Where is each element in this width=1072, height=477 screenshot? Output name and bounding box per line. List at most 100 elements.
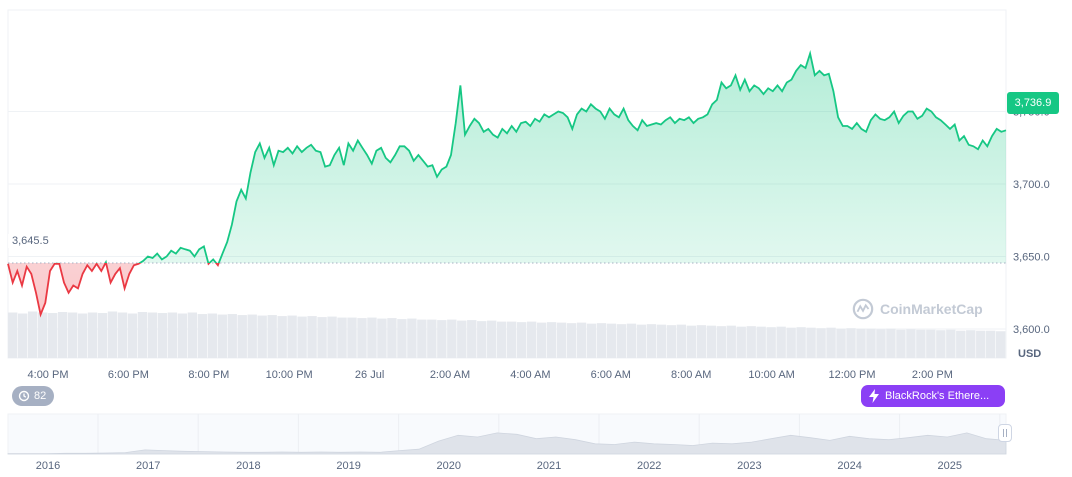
year-tick-label: 2022	[637, 460, 661, 472]
volume-bar	[806, 327, 816, 358]
volume-bar	[696, 325, 706, 358]
volume-bar	[756, 326, 766, 358]
y-axis-ticks: 3,750.03,700.03,650.03,600.0	[1013, 107, 1050, 337]
volume-bar	[796, 327, 806, 358]
watermark: CoinMarketCap	[852, 298, 983, 320]
volume-bar	[786, 327, 796, 358]
volume-bar	[826, 327, 836, 358]
volume-bar	[427, 319, 437, 358]
volume-bar	[157, 313, 168, 358]
events-count: 82	[34, 390, 47, 402]
volume-bar	[137, 312, 148, 358]
range-slider-handle[interactable]	[998, 424, 1012, 442]
year-tick-label: 2020	[437, 460, 461, 472]
volume-bar	[447, 319, 457, 358]
volume-bar	[397, 319, 407, 358]
volume-bar	[516, 322, 527, 358]
volume-bar	[986, 330, 996, 358]
volume-bar	[207, 313, 217, 358]
volume-bar	[197, 314, 207, 358]
year-tick-label: 2025	[938, 460, 962, 472]
volume-bar	[187, 312, 198, 358]
volume-bar	[227, 314, 237, 358]
volume-bar	[676, 324, 687, 358]
coinmarketcap-logo-icon	[852, 298, 874, 320]
x-tick-label: 10:00 AM	[748, 369, 794, 381]
volume-bar	[477, 321, 487, 358]
volume-bar	[37, 312, 48, 358]
volume-bar	[926, 329, 936, 358]
year-tick-label: 2019	[336, 460, 360, 472]
price-line	[7, 50, 1007, 318]
volume-bar	[716, 326, 726, 358]
volume-bar	[706, 325, 716, 358]
volume-bar	[576, 322, 587, 358]
volume-bar	[87, 312, 98, 358]
currency-label: USD	[1018, 348, 1042, 360]
history-icon	[18, 390, 30, 402]
volume-bar	[507, 321, 517, 358]
price-area	[8, 53, 1006, 315]
range-area	[7, 432, 1007, 455]
year-tick-label: 2024	[837, 460, 861, 472]
volume-bar	[596, 323, 607, 358]
y-tick-label: 3,650.0	[1013, 252, 1050, 264]
current-price-badge: 3,736.9	[1007, 92, 1059, 114]
volume-bar	[536, 322, 547, 358]
y-tick-label: 3,600.0	[1013, 324, 1050, 336]
volume-bar	[966, 330, 976, 358]
volume-bar	[646, 324, 657, 358]
volume-bar	[117, 312, 128, 358]
volume-bar	[77, 313, 88, 358]
volume-bar	[886, 328, 896, 358]
volume-bar	[836, 328, 846, 358]
volume-bar	[686, 325, 697, 358]
volume-bar	[267, 315, 277, 358]
volume-bar	[27, 311, 38, 358]
volume-bar	[856, 328, 866, 358]
year-tick-label: 2016	[36, 460, 60, 472]
volume-bar	[8, 312, 18, 358]
x-tick-label: 4:00 AM	[510, 369, 550, 381]
volume-bar	[417, 319, 427, 358]
price-area-down	[8, 263, 219, 315]
x-tick-label: 4:00 PM	[28, 369, 69, 381]
open-price-label: 3,645.5	[8, 234, 53, 248]
news-event-button[interactable]: BlackRock's Ethere...	[861, 385, 1005, 407]
volume-bar	[866, 328, 876, 358]
events-history-button[interactable]: 82	[12, 386, 55, 406]
volume-bar	[167, 312, 178, 358]
volume-bar	[247, 314, 257, 358]
year-tick-label: 2017	[136, 460, 160, 472]
volume-bar	[177, 313, 188, 358]
volume-bar	[287, 315, 297, 358]
volume-bar	[367, 317, 377, 358]
volume-bar	[357, 318, 367, 358]
watermark-text: CoinMarketCap	[880, 301, 983, 317]
volume-bar	[906, 329, 916, 358]
year-tick-label: 2018	[236, 460, 260, 472]
volume-bar	[586, 323, 597, 358]
volume-bar	[976, 330, 986, 358]
volume-bar	[636, 324, 647, 358]
range-overview-chart[interactable]: 2016 2017 2018 2019 2020 2021 2022 2023 2024 2025	[7, 413, 1007, 472]
volume-bar	[307, 316, 317, 358]
volume-bar	[616, 324, 627, 358]
volume-bar	[746, 326, 756, 358]
x-tick-label: 8:00 AM	[671, 369, 711, 381]
volume-bar	[457, 320, 467, 358]
volume-bar	[297, 316, 307, 358]
x-tick-label: 6:00 PM	[108, 369, 149, 381]
volume-bar	[127, 313, 138, 358]
volume-bar	[946, 329, 956, 358]
y-tick-label: 3,700.0	[1013, 179, 1050, 191]
volume-bar	[726, 325, 736, 358]
volume-bar	[876, 329, 886, 358]
volume-bar	[956, 330, 966, 358]
x-tick-label: 26 Jul	[355, 369, 384, 381]
volume-bar	[916, 329, 926, 358]
volume-bar	[936, 330, 946, 358]
volume-bar	[846, 328, 856, 358]
volume-bar	[656, 324, 667, 358]
